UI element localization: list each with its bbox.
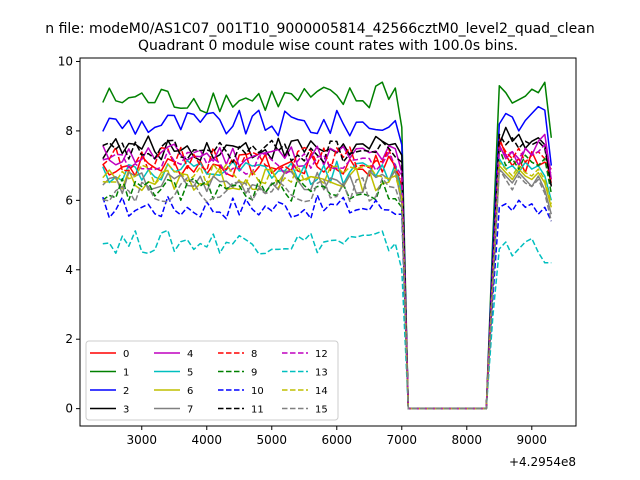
legend-label-6: 6 xyxy=(187,386,193,397)
y-tick-label: 8 xyxy=(65,124,73,138)
y-axis: 0 2 4 6 8 10 xyxy=(58,54,80,416)
series-layer xyxy=(102,81,553,410)
y-tick-label: 4 xyxy=(65,263,73,277)
legend-label-8: 8 xyxy=(251,349,257,360)
legend-label-5: 5 xyxy=(187,368,193,379)
legend-label-14: 14 xyxy=(315,386,328,397)
legend-box xyxy=(85,340,339,421)
y-tick-label: 10 xyxy=(58,54,73,68)
legend-label-7: 7 xyxy=(187,405,193,416)
x-tick-label: 7000 xyxy=(387,433,418,447)
series-line-15 xyxy=(102,168,553,410)
legend-label-2: 2 xyxy=(123,386,129,397)
legend-label-9: 9 xyxy=(251,368,257,379)
legend-label-3: 3 xyxy=(123,405,129,416)
legend-label-13: 13 xyxy=(315,368,328,379)
x-tick-label: 6000 xyxy=(322,433,353,447)
x-tick-label: 9000 xyxy=(517,433,548,447)
legend-label-1: 1 xyxy=(123,368,129,379)
x-axis: 3000 4000 5000 6000 7000 8000 9000 xyxy=(126,426,547,447)
legend-label-15: 15 xyxy=(315,405,328,416)
legend-label-12: 12 xyxy=(315,349,328,360)
x-tick-label: 5000 xyxy=(256,433,287,447)
y-tick-label: 2 xyxy=(65,332,73,346)
y-tick-label: 0 xyxy=(65,402,73,416)
legend-label-10: 10 xyxy=(251,386,264,397)
chart-title: Quadrant 0 module wise count rates with … xyxy=(138,38,518,54)
x-tick-label: 4000 xyxy=(191,433,222,447)
legend-label-4: 4 xyxy=(187,349,193,360)
x-tick-label: 3000 xyxy=(126,433,157,447)
x-offset-label: +4.2954e8 xyxy=(509,455,576,469)
legend-label-11: 11 xyxy=(251,405,264,416)
legend-label-0: 0 xyxy=(123,349,129,360)
y-tick-label: 6 xyxy=(65,193,73,207)
x-tick-label: 8000 xyxy=(452,433,483,447)
figure-suptitle: n file: modeM0/AS1C07_001T10_9000005814_… xyxy=(45,21,594,37)
plot-frame xyxy=(79,57,577,427)
